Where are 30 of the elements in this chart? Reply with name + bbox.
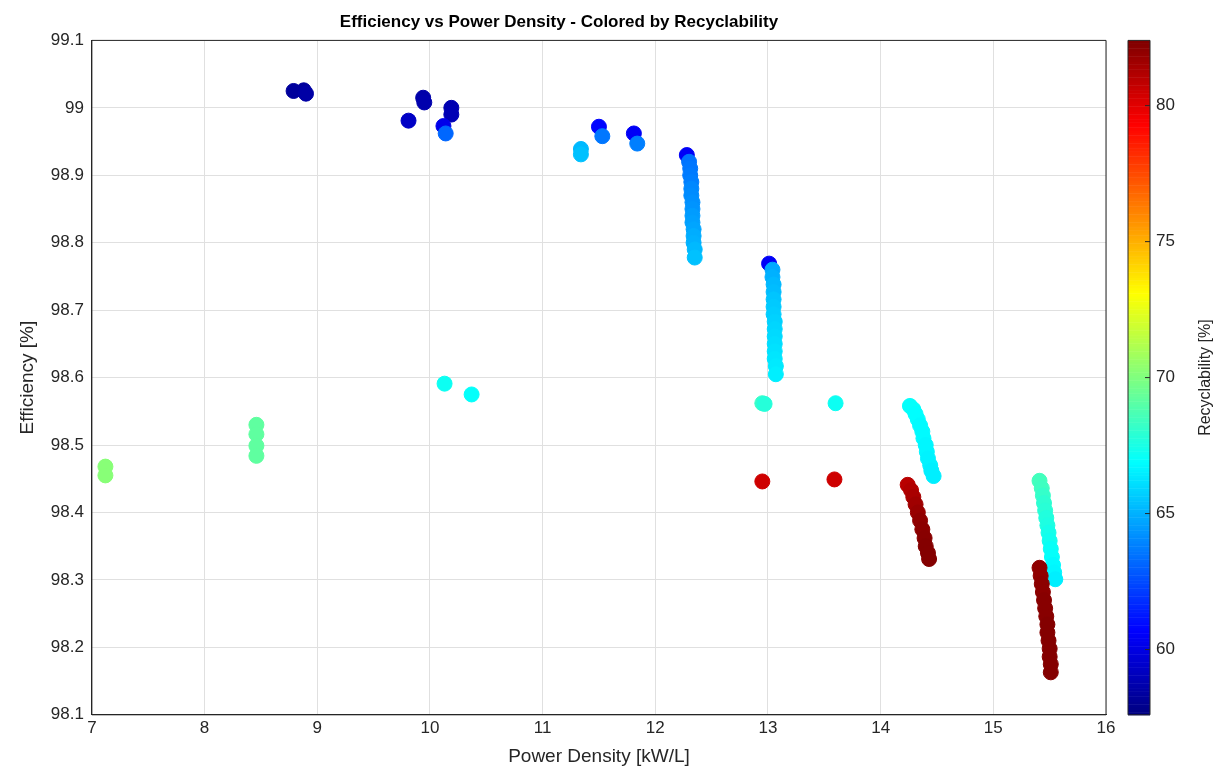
x-tick-label: 11 bbox=[533, 717, 552, 737]
y-tick-label: 99.1 bbox=[50, 30, 84, 50]
y-tick-label: 98.9 bbox=[50, 164, 84, 184]
color-bar-label: 65 bbox=[1156, 503, 1175, 523]
y-tick-label: 98.7 bbox=[50, 299, 84, 319]
x-tick-label: 10 bbox=[420, 717, 440, 737]
y-tick-label: 98.2 bbox=[50, 637, 84, 657]
x-tick-label: 12 bbox=[645, 717, 665, 737]
y-tick-label: 98.5 bbox=[50, 434, 84, 454]
x-tick-label: 14 bbox=[871, 717, 891, 737]
y-tick-label: 98.1 bbox=[50, 704, 84, 724]
x-tick-label: 15 bbox=[983, 717, 1003, 737]
color-bar-label: 75 bbox=[1156, 231, 1175, 251]
color-bar-title: Recyclability [%] bbox=[1196, 319, 1214, 436]
x-tick-label: 13 bbox=[758, 717, 778, 737]
color-bar-label: 70 bbox=[1156, 367, 1175, 387]
color-bar-label: 60 bbox=[1156, 639, 1175, 659]
color-bar-label: 80 bbox=[1156, 95, 1175, 115]
y-tick-label: 98.3 bbox=[50, 569, 84, 589]
x-tick-label: 9 bbox=[312, 717, 322, 737]
x-tick-label: 8 bbox=[199, 717, 210, 737]
x-tick-label: 16 bbox=[1096, 717, 1116, 737]
y-axis-title: Efficiency [%] bbox=[15, 320, 37, 435]
y-tick-label: 98.8 bbox=[50, 232, 84, 252]
chart-title: Efficiency vs Power Density - Colored by Recyclability bbox=[339, 11, 779, 31]
y-tick-label: 98.4 bbox=[50, 502, 84, 522]
y-tick-label: 99 bbox=[64, 97, 84, 117]
x-tick-label: 7 bbox=[87, 717, 97, 737]
y-tick-label: 98.6 bbox=[50, 367, 84, 387]
x-axis-title: Power Density [kW/L] bbox=[508, 744, 690, 766]
